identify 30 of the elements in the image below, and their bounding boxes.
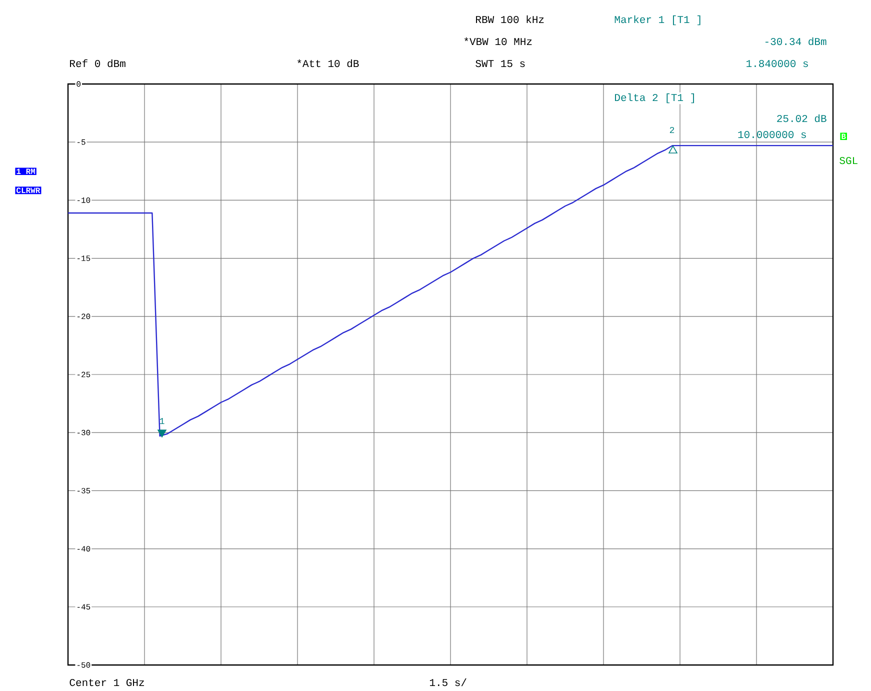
- annotation: 1: [160, 418, 164, 424]
- y-tick-label: -40: [78, 546, 90, 552]
- annotation: 10.000000 s: [738, 130, 806, 138]
- text: B: [842, 134, 846, 139]
- y-tick-label: -50: [78, 662, 90, 668]
- annotation: 25.02 dB: [777, 114, 826, 122]
- y-tick-label: -20: [78, 314, 90, 320]
- text: RBW 100 kHz: [476, 15, 544, 24]
- y-tick-label: -35: [78, 488, 90, 494]
- y-tick-label: -10: [78, 197, 90, 203]
- text: SGL: [840, 156, 858, 164]
- text: 1.840000 s: [746, 60, 808, 68]
- y-tick-label: -5: [78, 139, 86, 145]
- y-tick-label: -30: [78, 430, 90, 436]
- text: *VBW 10 MHz: [464, 37, 532, 46]
- text: Marker 1 [T1 ]: [614, 15, 700, 26]
- text: -30.34 dBm: [766, 37, 826, 46]
- text: CLRWR: [16, 188, 40, 194]
- text: SWT 15 s: [476, 60, 525, 68]
- y-tick-label: 0: [76, 81, 81, 87]
- text: 1.5 s/: [430, 678, 466, 686]
- annotation: 2: [670, 126, 674, 133]
- text: 1 RM: [16, 168, 36, 174]
- y-tick-label: -45: [78, 604, 90, 610]
- text: Center 1 GHz: [70, 678, 144, 686]
- text: Ref 0 dBm: [70, 59, 126, 68]
- y-tick-label: -15: [78, 256, 90, 261]
- y-tick-label: -25: [78, 372, 90, 378]
- text: *Att 10 dB: [297, 59, 359, 68]
- annotation: Delta 2 [T1 ]: [615, 93, 694, 104]
